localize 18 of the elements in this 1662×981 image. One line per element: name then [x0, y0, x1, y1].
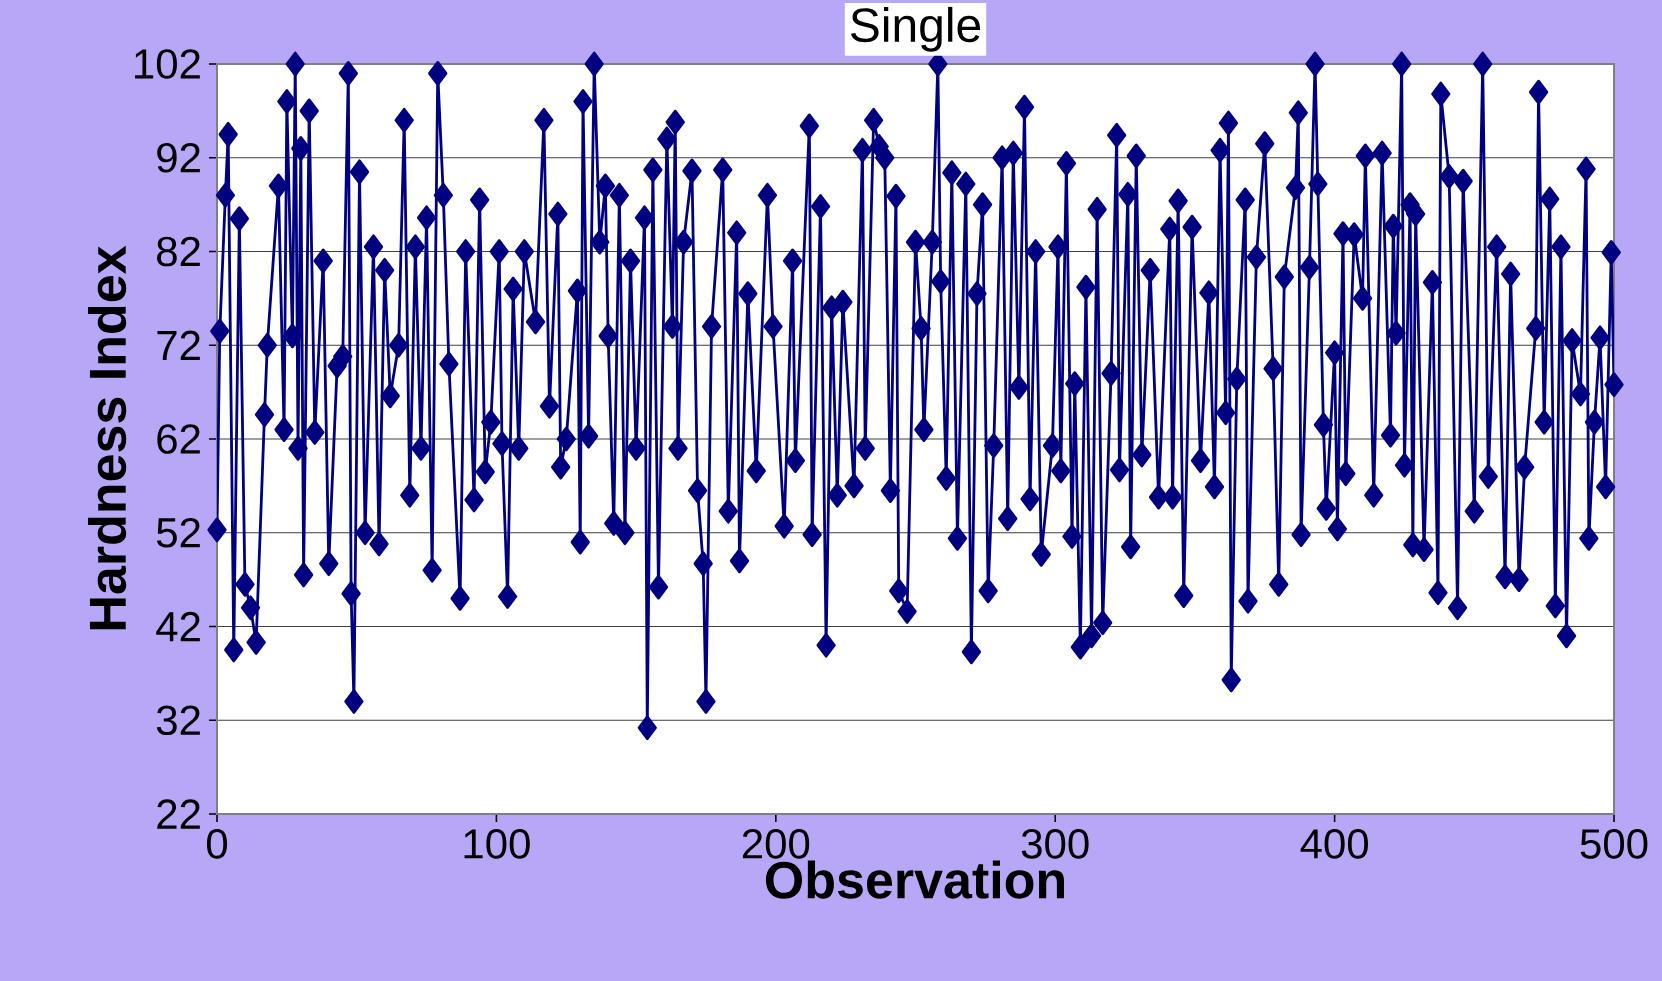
y-tick-label: 42	[156, 611, 200, 642]
x-tick-label: 300	[1021, 829, 1089, 859]
y-tick-label: 62	[157, 424, 200, 454]
chart-title: Single	[850, 6, 981, 52]
x-tick-label: 200	[742, 829, 810, 859]
y-tick-label: 102	[135, 49, 200, 79]
y-tick-label: 22	[157, 799, 200, 829]
y-tick-label: 52	[156, 517, 200, 548]
y-tick-label: 32	[156, 705, 200, 736]
x-tick-label: 500	[1580, 829, 1648, 859]
y-axis-title: Hardness Index	[88, 245, 127, 630]
x-tick-label: 0	[206, 829, 228, 859]
x-tick-label: 400	[1300, 829, 1368, 859]
x-tick-label: 100	[464, 829, 530, 859]
x-axis-title: Observation	[765, 860, 1064, 899]
y-tick-label: 82	[157, 236, 200, 267]
y-tick-label: 92	[157, 142, 200, 173]
y-tick-label: 72	[157, 330, 200, 360]
